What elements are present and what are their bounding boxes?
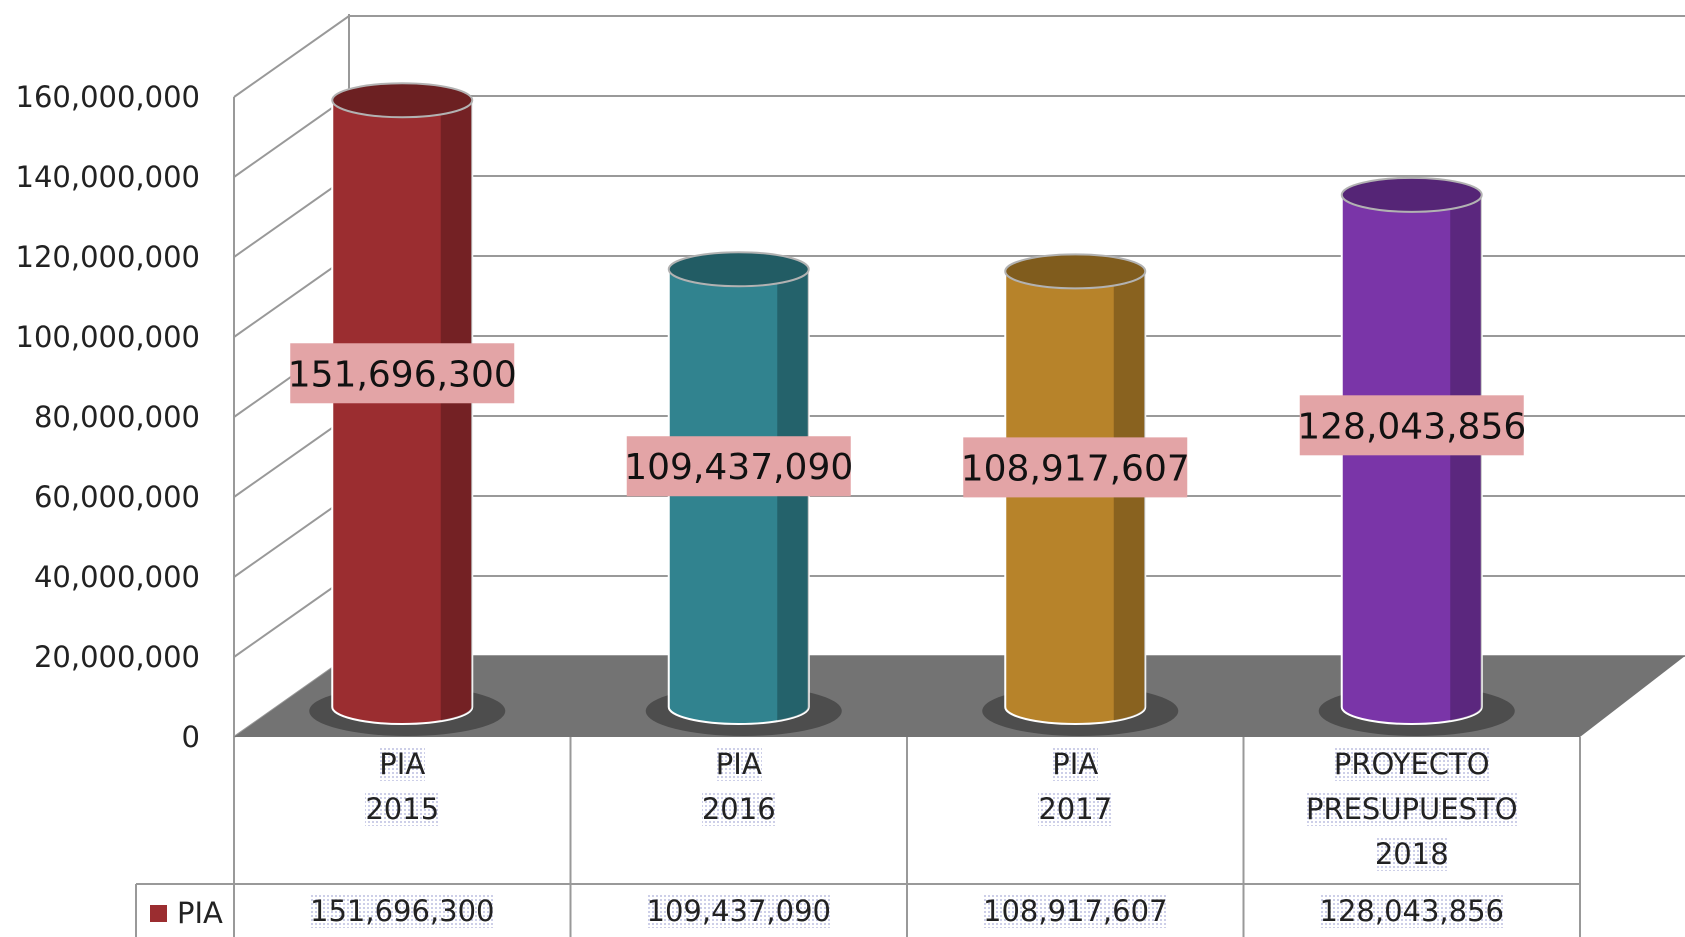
category-label: PIA 2017 [1038, 747, 1113, 826]
y-tick-label: 160,000,000 [16, 80, 201, 114]
value-label: 109,437,090 [624, 447, 853, 488]
value-label: 128,043,856 [1297, 406, 1526, 447]
bar [331, 99, 474, 725]
table-value: 108,917,607 [983, 894, 1168, 928]
legend-label: PIA [177, 896, 223, 930]
bar-shade [440, 100, 473, 721]
category-label: PIA 2015 [365, 747, 440, 826]
bar [667, 268, 810, 725]
value-label-box [290, 343, 515, 404]
y-tick-label: 140,000,000 [16, 160, 201, 194]
table-value: 128,043,856 [1319, 894, 1504, 928]
category-label: PIA 2016 [701, 747, 776, 826]
table-value: 151,696,300 [310, 894, 495, 928]
value-label-box [626, 436, 851, 497]
value-label: 151,696,300 [288, 354, 517, 395]
bar-top [667, 251, 810, 288]
value-label: 108,917,607 [961, 448, 1190, 489]
legend-swatch [150, 905, 167, 922]
bar [1004, 270, 1147, 725]
y-tick-label: 20,000,000 [34, 640, 200, 674]
bar-top [1340, 176, 1483, 213]
value-label-box [1299, 395, 1524, 456]
y-tick-label: 60,000,000 [34, 480, 200, 514]
category-label: PROYECTO PRESUPUESTO 2018 [1305, 747, 1518, 871]
bar-top [1004, 253, 1147, 290]
bar-shade [1450, 194, 1482, 721]
y-tick-label: 80,000,000 [34, 400, 200, 434]
y-tick-label: 40,000,000 [34, 560, 200, 594]
grid-line [233, 15, 1685, 98]
table-value: 109,437,090 [646, 894, 831, 928]
bar [1340, 193, 1483, 725]
y-tick-label: 0 [182, 720, 200, 754]
value-label-box [963, 437, 1188, 498]
bar-top [331, 82, 474, 119]
y-tick-label: 100,000,000 [16, 320, 201, 354]
y-tick-label: 120,000,000 [16, 240, 201, 274]
